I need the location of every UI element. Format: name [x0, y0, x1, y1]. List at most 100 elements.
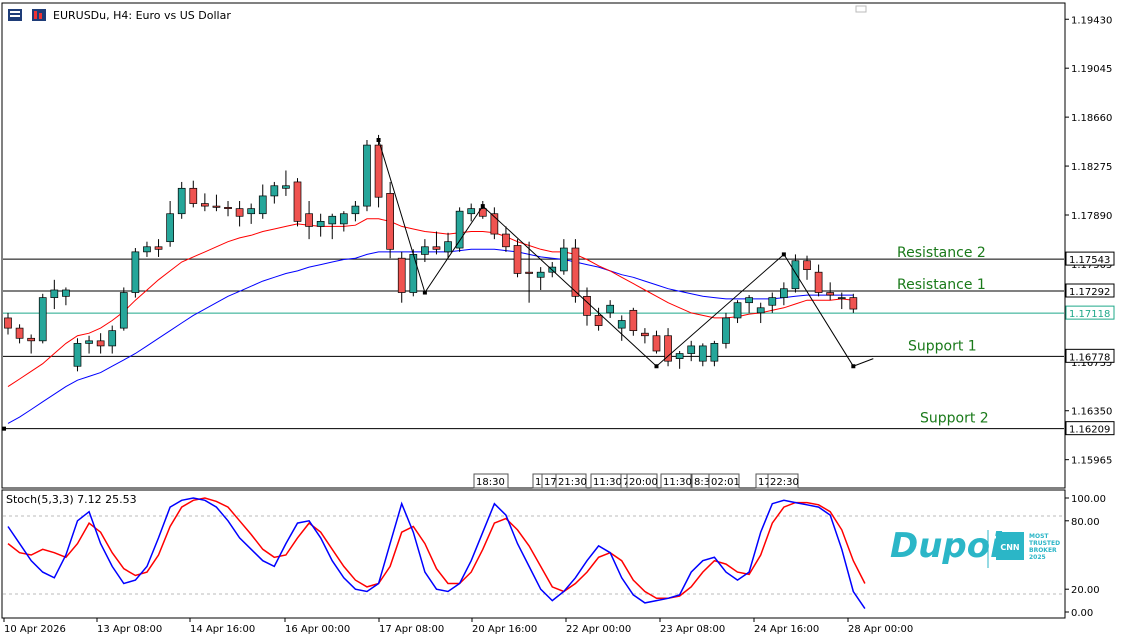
candle-body: [837, 297, 846, 299]
candle-body: [502, 233, 510, 248]
candle: [177, 181, 186, 219]
candle-body: [293, 181, 302, 222]
candle: [305, 201, 313, 240]
time-marker-label: 15: [535, 477, 548, 488]
level-anchor-point: [2, 426, 6, 431]
zigzag-pivot: [480, 204, 485, 209]
time-marker-label: 20:00: [629, 477, 658, 488]
candle: [594, 307, 603, 331]
zigzag-line: [378, 139, 874, 367]
candle: [814, 264, 823, 297]
candle-body: [513, 245, 522, 274]
candle-body: [212, 205, 221, 208]
stoch-tick-label: 20.00: [1071, 585, 1100, 596]
candle-body: [177, 187, 186, 215]
time-tick-label: 28 Apr 00:00: [848, 624, 913, 635]
candle-body: [664, 335, 672, 362]
candle-body: [38, 297, 47, 342]
candle: [722, 312, 730, 349]
time-marker-box: [767, 473, 799, 489]
candle: [687, 340, 696, 362]
candle: [247, 203, 256, 224]
candle-body: [119, 292, 128, 329]
candle: [502, 226, 510, 252]
cnn-badge-mark: CNN: [1000, 543, 1019, 552]
time-marker-label: 02:01: [711, 477, 740, 488]
candle: [50, 279, 59, 310]
candle-body: [722, 317, 730, 344]
stoch-tick-label: 0.00: [1071, 608, 1093, 619]
badge-line-3: BROKER: [1029, 547, 1057, 554]
candle: [849, 293, 858, 313]
time-marker-box: [708, 473, 740, 489]
candle-body: [444, 241, 452, 253]
candle-body: [351, 205, 360, 215]
candle: [664, 328, 672, 367]
candle: [652, 330, 661, 354]
candlestick-series: [4, 134, 858, 372]
candle: [363, 140, 371, 212]
chart-window-icon[interactable]: [8, 9, 22, 21]
candle-body: [363, 144, 371, 207]
price-tick-label: 1.16350: [1071, 407, 1112, 418]
stoch-title: Stoch(5,3,3) 7.12 25.53: [6, 493, 137, 506]
candle-body: [559, 247, 568, 272]
candle: [85, 335, 93, 354]
candle-body: [455, 210, 464, 249]
candle: [27, 334, 36, 354]
time-tick-label: 24 Apr 16:00: [754, 624, 819, 635]
candle-body: [73, 343, 82, 367]
candle: [467, 203, 476, 222]
candle: [768, 292, 777, 313]
time-tick-label: 13 Apr 08:00: [97, 624, 162, 635]
chart-type-icon[interactable]: [32, 9, 46, 21]
candle-body: [27, 337, 36, 342]
candle: [455, 207, 464, 252]
time-marker-label: 11:30: [663, 477, 692, 488]
time-tick-label: 10 Apr 2026: [4, 624, 66, 635]
zigzag-pivot: [851, 364, 856, 369]
symbol-title: EURUSDu, H4: Euro vs US Dollar: [53, 9, 231, 22]
candle-body: [108, 330, 117, 347]
level-price-label: 1.16778: [1069, 352, 1110, 363]
candle-body: [224, 207, 232, 209]
candle-body: [154, 246, 163, 250]
candle: [641, 328, 649, 344]
candle-body: [583, 295, 591, 316]
candle: [258, 184, 267, 219]
level-name-label: Support 2: [920, 411, 989, 427]
candle-body: [189, 187, 198, 204]
candle: [201, 193, 209, 212]
time-tick-label: 23 Apr 08:00: [660, 624, 725, 635]
price-axis: 1.19430 1.19045 1.18660 1.18275 1.17890 1.175…: [1065, 15, 1112, 467]
candle: [328, 213, 337, 240]
badge-line-1: MOST: [1029, 533, 1049, 540]
candle: [4, 312, 12, 335]
candle-body: [641, 332, 649, 337]
candle-body: [733, 302, 742, 319]
candle: [745, 295, 753, 313]
support-resistance-levels: 1.17543 1.17292 1.16778 1.16209 1.17118: [3, 251, 1115, 436]
candle-body: [606, 304, 615, 314]
badge-line-4: 2025: [1029, 554, 1046, 561]
zigzag-pivot: [422, 290, 427, 295]
time-marker-box: [626, 473, 658, 489]
candle-body: [328, 215, 337, 225]
time-tick-label: 17 Apr 08:00: [379, 624, 444, 635]
candle-body: [85, 340, 93, 344]
candle: [73, 338, 82, 372]
one-click-trading-icon[interactable]: [855, 5, 867, 13]
candle: [374, 134, 383, 208]
level-name-label: Resistance 1: [897, 277, 986, 293]
candle: [154, 239, 163, 257]
candle: [270, 181, 279, 204]
indicator-frame: [1, 489, 1066, 619]
current-price-label: 1.17118: [1069, 309, 1110, 320]
candle-body: [490, 213, 499, 235]
candle-body: [536, 271, 545, 278]
candle-body: [15, 327, 24, 339]
candle-body: [826, 292, 835, 296]
candle-body: [467, 208, 476, 215]
